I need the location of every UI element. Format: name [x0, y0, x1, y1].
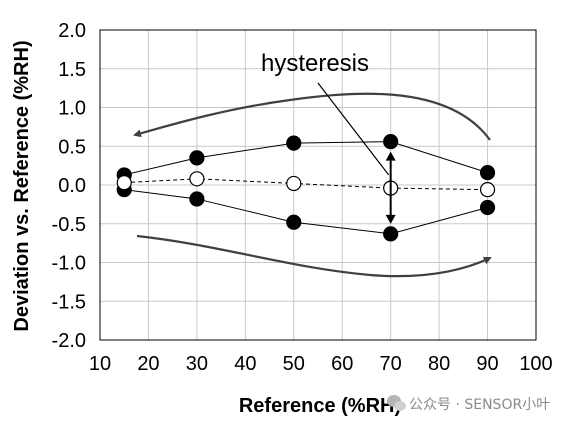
trend-arrows	[133, 92, 492, 278]
x-tick-label: 80	[428, 353, 450, 375]
y-tick-label: 0.5	[58, 136, 86, 158]
data-point	[383, 134, 399, 150]
data-point	[116, 175, 132, 191]
plot-frame	[99, 29, 537, 341]
hysteresis-arrowhead-down	[385, 214, 396, 224]
y-tick-label: 2.0	[58, 20, 86, 42]
y-tick-label: 1.0	[58, 98, 86, 120]
data-point	[479, 182, 496, 198]
watermark: 公众号 · SENSOR小叶	[387, 395, 550, 413]
x-tick-label: 50	[283, 353, 305, 375]
x-tick-label: 60	[331, 353, 353, 375]
data-point	[286, 135, 302, 151]
hysteresis-arrowhead-up	[385, 151, 396, 161]
data-point	[286, 175, 302, 192]
x-tick-label: 40	[234, 353, 256, 375]
series	[124, 141, 488, 235]
wechat-icon	[387, 395, 406, 411]
tick-labels: 10 20 30 40 50 60 70 80 90 100 2.0 1.5 1.0 0.5 0.0 -0.5…	[52, 20, 553, 375]
x-axis-title: Reference (%RH)	[239, 395, 401, 417]
data-point	[189, 171, 205, 187]
data-point	[189, 191, 205, 207]
watermark-text: 公众号 · SENSOR小叶	[409, 397, 550, 413]
markers	[116, 134, 496, 242]
y-tick-label: 1.5	[58, 59, 86, 81]
y-axis-title: Deviation vs. Reference (%RH)	[11, 40, 33, 331]
lower-trend-arrow	[136, 234, 492, 278]
x-tick-label: 10	[89, 353, 111, 375]
data-point	[383, 226, 399, 242]
data-point	[479, 165, 496, 181]
y-tick-label: -2.0	[52, 330, 86, 352]
y-tick-label: -0.5	[52, 214, 86, 236]
series-line-2	[124, 178, 488, 191]
x-tick-label: 100	[519, 353, 552, 375]
y-tick-label: 0.0	[58, 175, 86, 197]
x-tick-label: 30	[186, 353, 208, 375]
x-tick-label: 20	[137, 353, 159, 375]
x-tick-label: 90	[476, 353, 498, 375]
upper-trend-arrow	[133, 92, 491, 141]
data-point	[479, 199, 496, 216]
annotation: hysteresis	[261, 50, 396, 224]
data-point	[189, 150, 205, 166]
y-tick-label: -1.0	[52, 253, 86, 275]
data-point	[286, 214, 302, 230]
x-tick-label: 70	[380, 353, 402, 375]
annotation-label: hysteresis	[261, 50, 369, 77]
y-tick-label: -1.5	[52, 291, 86, 313]
series-line-1	[124, 189, 488, 235]
annotation-leader-line	[317, 82, 390, 176]
